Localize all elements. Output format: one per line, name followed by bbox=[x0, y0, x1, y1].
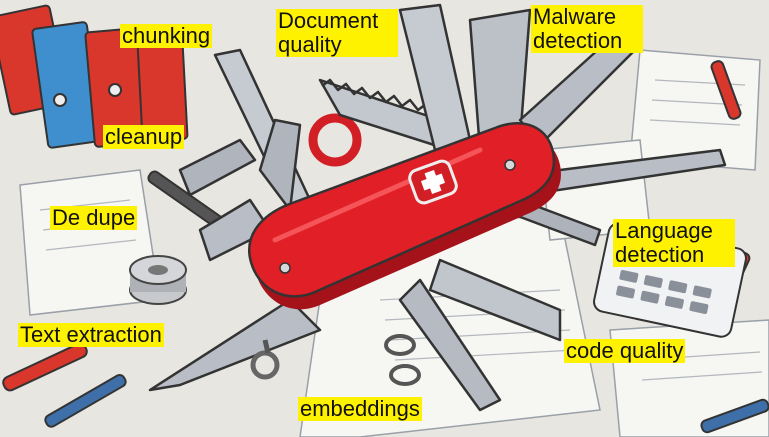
knife-body bbox=[247, 122, 561, 310]
label-text-extraction: Text extraction bbox=[18, 322, 164, 347]
label-cleanup: cleanup bbox=[103, 124, 185, 149]
label-code-quality: code quality bbox=[564, 338, 686, 363]
label-embeddings: embeddings bbox=[298, 396, 422, 421]
swiss-cross-icon bbox=[408, 159, 458, 205]
label-chunking: chunking bbox=[120, 23, 213, 48]
label-malware-detection: Malware detection bbox=[531, 5, 643, 53]
binders bbox=[0, 4, 189, 149]
label-language-detection: Language detection bbox=[613, 219, 735, 267]
label-de-dupe: De dupe bbox=[50, 205, 138, 230]
tape-roll bbox=[129, 255, 187, 305]
label-document-quality: Document quality bbox=[276, 9, 398, 57]
